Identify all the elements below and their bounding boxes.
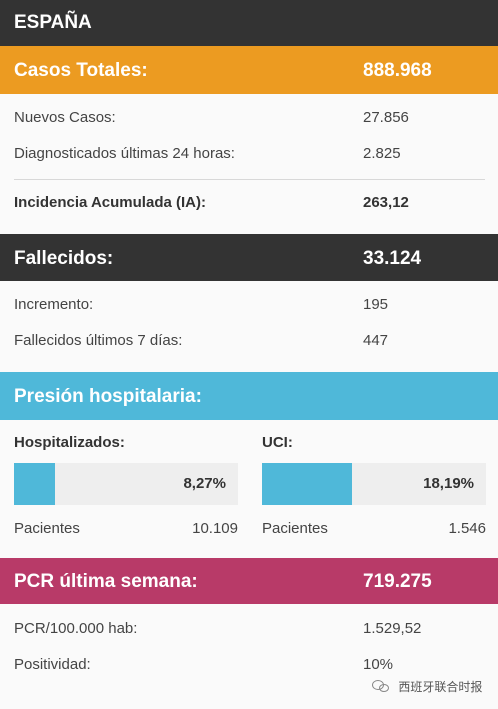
stat-value: 195 [363,296,389,313]
pcr-value: 719.275 [363,571,432,592]
presion-label: Presión hospitalaria: [14,386,202,407]
stat-key: Incidencia Acumulada (IA): [14,194,206,211]
stat-key: Diagnosticados últimas 24 horas: [14,145,235,162]
region-title: ESPAÑA [14,12,92,33]
hospitalizados-percent: 8,27% [183,475,226,492]
stat-value: 27.856 [363,109,409,126]
wechat-icon [372,680,390,693]
stat-key: Positividad: [14,656,91,673]
stat-value: 447 [363,332,389,349]
stat-row-incremento: Incremento: 195 [0,292,498,318]
watermark-text: 西班牙联合时报 [398,680,483,694]
stat-key: Incremento: [14,296,94,313]
hospitalizados-patients-value: 10.109 [192,520,238,537]
uci-progress-bar: 18,19% [262,463,486,505]
stat-row-nuevos-casos: Nuevos Casos: 27.856 [0,105,498,131]
uci-progress-fill [262,463,352,505]
uci-panel: UCI: 18,19% Pacientes 1.546 [262,434,486,544]
uci-percent: 18,19% [423,475,474,492]
stat-value: 2.825 [363,145,401,162]
region-header: ESPAÑA [0,0,498,46]
uci-patients-value: 1.546 [448,520,486,537]
stat-value: 10% [363,656,394,673]
pcr-band: PCR última semana: 719.275 [0,558,498,604]
hospitalizados-panel: Hospitalizados: 8,27% Pacientes 10.109 [14,434,238,544]
hospitalizados-title: Hospitalizados: [14,434,125,451]
stat-value: 263,12 [363,194,409,211]
stat-row-positividad: Positividad: 10% [0,652,498,678]
hospitalizados-patients-label: Pacientes [14,520,80,537]
stat-row-fallecidos-7-dias: Fallecidos últimos 7 días: 447 [0,328,498,354]
stat-row-diagnosticados: Diagnosticados últimas 24 horas: 2.825 [0,141,498,167]
stat-row-pcr-100000: PCR/100.000 hab: 1.529,52 [0,616,498,642]
casos-value: 888.968 [363,60,432,81]
casos-label: Casos Totales: [14,60,148,81]
stat-key: Nuevos Casos: [14,109,116,126]
watermark: 西班牙联合时报 [372,678,482,695]
hospitalizados-progress-fill [14,463,55,505]
uci-title: UCI: [262,434,293,451]
fallecidos-band: Fallecidos: 33.124 [0,234,498,281]
fallecidos-value: 33.124 [363,248,422,269]
stat-row-incidencia: Incidencia Acumulada (IA): 263,12 [0,190,498,216]
uci-patients-label: Pacientes [262,520,328,537]
presion-band: Presión hospitalaria: [0,372,498,420]
fallecidos-label: Fallecidos: [14,248,114,269]
hospitalizados-progress-bar: 8,27% [14,463,238,505]
stat-value: 1.529,52 [363,620,422,637]
divider [14,179,485,180]
pcr-label: PCR última semana: [14,571,198,592]
stat-key: PCR/100.000 hab: [14,620,138,637]
casos-band: Casos Totales: 888.968 [0,46,498,94]
stat-key: Fallecidos últimos 7 días: [14,332,183,349]
